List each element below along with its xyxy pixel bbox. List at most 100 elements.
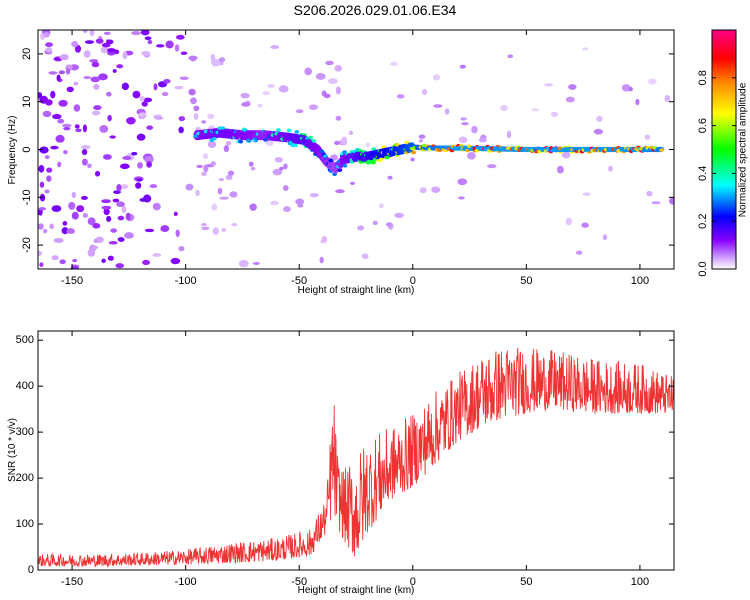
noise-blob <box>238 259 249 268</box>
noise-blob <box>38 223 44 230</box>
noise-blob <box>84 40 95 44</box>
track-point <box>294 130 300 134</box>
noise-blob <box>90 76 101 83</box>
noise-blob <box>38 165 45 173</box>
noise-blob <box>210 161 216 167</box>
noise-blob <box>140 30 150 36</box>
noise-blob <box>121 82 130 91</box>
noise-blob <box>144 156 154 163</box>
noise-blob <box>210 53 216 62</box>
noise-blob <box>74 124 80 129</box>
noise-blob <box>71 40 79 48</box>
track-point <box>322 154 328 158</box>
noise-blob <box>165 40 174 49</box>
noise-blob <box>304 67 313 76</box>
noise-blob <box>160 225 170 233</box>
noise-blob <box>51 255 59 261</box>
noise-blob <box>550 111 559 117</box>
noise-blob <box>103 154 112 160</box>
noise-blob <box>295 198 305 205</box>
x-tick-label: -100 <box>175 275 197 287</box>
snr-frame <box>37 330 675 571</box>
noise-blob <box>139 95 145 102</box>
noise-blob <box>174 44 180 52</box>
noise-blob <box>309 193 319 198</box>
noise-blob <box>131 151 138 156</box>
noise-blob <box>257 103 263 108</box>
noise-blob <box>120 163 130 170</box>
noise-blob <box>565 217 573 226</box>
noise-blob <box>608 165 613 172</box>
noise-blob <box>179 76 189 81</box>
x-tick-label: -100 <box>175 576 197 588</box>
noise-blob <box>38 207 46 211</box>
noise-blob <box>95 170 100 177</box>
noise-blob <box>50 145 59 150</box>
noise-blob <box>87 248 96 257</box>
noise-blob <box>195 189 200 197</box>
noise-blob <box>81 158 88 166</box>
noise-blob <box>142 259 151 266</box>
noise-blob <box>278 85 289 93</box>
noise-blob <box>471 125 478 134</box>
noise-blob <box>390 61 398 67</box>
colorbar: 0.0 0.2 0.4 0.6 0.8 Normalized spectral ampl… <box>697 29 749 277</box>
noise-blob <box>460 117 467 121</box>
noise-blob <box>71 211 79 220</box>
track-point <box>384 155 390 160</box>
noise-blob <box>92 223 101 229</box>
noise-blob <box>315 72 326 80</box>
noise-blob <box>350 181 356 185</box>
noise-blob <box>61 227 69 235</box>
noise-blob <box>602 234 608 241</box>
noise-blob <box>125 212 131 221</box>
noise-blob <box>223 145 230 153</box>
noise-blob <box>101 205 112 210</box>
noise-blob <box>115 263 125 269</box>
noise-blob <box>227 170 235 176</box>
noise-blob <box>335 115 342 121</box>
x-tick-label: 100 <box>631 576 649 588</box>
colorbar-tick-label: 0.0 <box>697 261 709 276</box>
noise-blob <box>250 166 256 171</box>
noise-blob <box>225 174 233 180</box>
noise-blob <box>122 51 128 60</box>
noise-blob <box>328 78 338 85</box>
noise-blob <box>188 55 198 61</box>
noise-blob <box>201 171 207 176</box>
noise-blob <box>249 203 257 211</box>
noise-blob <box>178 126 184 134</box>
noise-blob <box>126 116 136 125</box>
noise-blob <box>203 153 208 160</box>
noise-blob <box>203 164 209 173</box>
noise-blob <box>46 167 53 173</box>
spectrogram-y-label: Frequency (Hz) <box>7 116 18 185</box>
noise-blob <box>265 138 274 147</box>
noise-blob <box>628 86 633 92</box>
noise-blob <box>341 136 348 145</box>
spectrogram-y-ticks: -20 -10 0 10 20 <box>21 48 674 253</box>
x-tick-label: -50 <box>291 576 307 588</box>
noise-blob <box>178 115 186 122</box>
noise-blob <box>91 245 99 250</box>
noise-blob <box>82 124 87 133</box>
noise-blob <box>71 191 77 199</box>
noise-blob <box>282 185 289 191</box>
noise-blob <box>72 258 78 263</box>
noise-blob <box>248 161 254 167</box>
noise-blob <box>42 110 52 118</box>
track-point <box>286 128 292 133</box>
track-point <box>276 128 281 132</box>
y-tick-label: 500 <box>16 334 34 346</box>
noise-blob <box>193 112 199 120</box>
y-tick-label: 100 <box>16 518 34 530</box>
noise-blob <box>106 215 112 222</box>
noise-blob <box>100 46 109 54</box>
noise-blob <box>279 166 284 171</box>
noise-blob <box>272 168 283 176</box>
noise-blob <box>107 255 114 261</box>
noise-blob <box>68 201 76 210</box>
colorbar-tick-label: 0.4 <box>697 166 709 181</box>
noise-blob <box>63 126 71 131</box>
noise-blob <box>57 161 62 168</box>
